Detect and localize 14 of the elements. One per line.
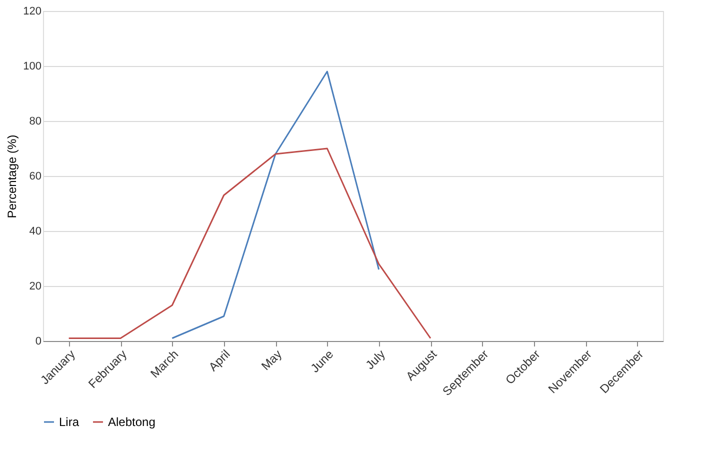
y-tick-label: 40 xyxy=(29,226,42,238)
line-series xyxy=(171,70,380,339)
y-tick-label: 120 xyxy=(23,6,42,18)
y-tick-label: 100 xyxy=(23,60,42,72)
legend-label: Alebtong xyxy=(108,415,156,429)
y-tick-label: 60 xyxy=(29,170,42,182)
x-tick-label: July xyxy=(362,347,388,372)
line-series xyxy=(68,148,432,339)
y-tick-label: 0 xyxy=(35,336,42,348)
y-tick-label: 20 xyxy=(29,280,42,292)
y-axis-title: Percentage (%) xyxy=(5,134,20,218)
legend-label: Lira xyxy=(59,415,80,429)
y-tick-label: 80 xyxy=(29,116,42,128)
x-tick-label: May xyxy=(258,347,284,374)
